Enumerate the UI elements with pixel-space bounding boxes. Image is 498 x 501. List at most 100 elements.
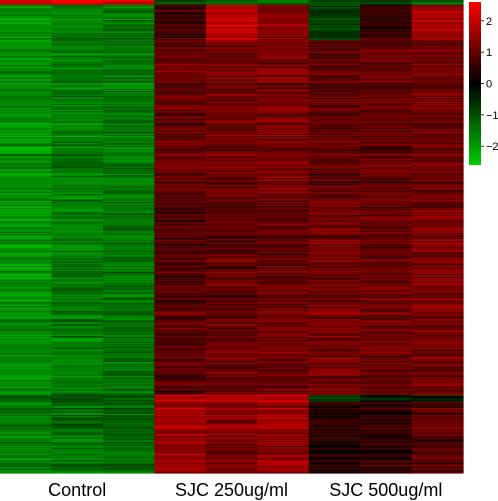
heatmap-cell [360,467,413,469]
heatmap-cell [154,224,207,227]
heatmap-cell [411,300,464,303]
heatmap-cell [0,5,53,8]
heatmap-cell [102,450,155,453]
heatmap-cell [154,195,207,197]
heatmap-cell [308,423,361,426]
heatmap-cell [102,334,155,337]
heatmap-cell [51,271,104,274]
heatmap-cell [205,371,258,374]
heatmap-cell [411,327,464,330]
heatmap-cell [411,319,464,322]
heatmap-cell [257,266,310,268]
heatmap-cell [360,176,413,178]
heatmap-cell [308,8,361,11]
heatmap-cell [0,205,53,208]
heatmap-cell [308,399,361,402]
heatmap-cell [0,34,53,37]
heatmap-cell [102,125,155,128]
heatmap-cell [257,410,310,413]
heatmap-cell [51,99,104,102]
heatmap-cell [257,95,310,98]
heatmap-cell [102,189,155,191]
heatmap-cell [205,456,258,459]
heatmap-cell [308,318,361,320]
heatmap-cell [257,281,310,284]
heatmap-cell [308,218,361,221]
heatmap-cell [411,109,464,112]
heatmap-cell [360,21,413,24]
heatmap-cell [102,26,155,28]
heatmap-cell [205,127,258,130]
heatmap-cell [308,289,361,292]
heatmap-cell [360,4,413,7]
heatmap-cell [257,428,310,430]
heatmap-cell [257,165,310,168]
heatmap-cell [308,267,361,270]
heatmap-cell [205,59,258,61]
heatmap-cell [51,379,104,382]
heatmap-cell [308,55,361,58]
heatmap-cell [154,312,207,314]
heatmap-cell [154,89,207,92]
heatmap-cell [0,15,53,18]
heatmap-cell [51,387,104,390]
heatmap-cell [154,138,207,141]
heatmap-cell [0,176,53,178]
heatmap-cell [205,324,258,326]
heatmap-cell [205,53,258,55]
heatmap-cell [257,203,310,206]
heatmap-cell [0,446,53,449]
heatmap-cell [257,436,310,439]
heatmap-cell [0,381,53,384]
heatmap-cell [102,117,155,119]
color-scale-bar [469,2,481,165]
heatmap-cell [308,380,361,383]
heatmap-cell [308,170,361,173]
heatmap-cell [411,22,464,25]
heatmap-cell [51,96,104,99]
heatmap-cell [102,348,155,351]
heatmap-cell [411,433,464,436]
heatmap-cell [308,43,361,46]
heatmap-cell [154,115,207,118]
heatmap-cell [102,216,155,219]
heatmap-cell [205,74,258,77]
heatmap-cell [205,465,258,468]
heatmap-cell [102,166,155,169]
heatmap-cell [360,274,413,277]
heatmap-cell [257,400,310,403]
heatmap-cell [308,222,361,225]
heatmap-cell [411,26,464,28]
heatmap-cell [360,273,413,275]
heatmap-cell [102,445,155,448]
heatmap-cell [0,36,53,39]
heatmap-cell [360,170,413,173]
heatmap-cell [411,470,464,473]
heatmap-cell [154,385,207,388]
heatmap-cell [154,294,207,297]
heatmap-cell [257,214,310,216]
heatmap-cell [411,350,464,352]
heatmap-cell [360,341,413,344]
heatmap-cell [411,269,464,272]
heatmap-cell [308,189,361,191]
heatmap-cell [154,458,207,461]
heatmap-cell [257,290,310,293]
heatmap-cell [411,49,464,52]
heatmap-cell [257,432,310,435]
heatmap-cell [154,320,207,323]
heatmap-cell [257,197,310,200]
heatmap-cell [257,307,310,310]
heatmap-cell [0,119,53,122]
heatmap-cell [411,21,464,24]
heatmap-cell [51,282,104,285]
heatmap-cell [308,70,361,73]
heatmap-cell [308,117,361,119]
heatmap-cell [154,68,207,71]
heatmap-cell [51,348,104,351]
heatmap-cell [51,392,104,395]
heatmap-cell [308,299,361,301]
heatmap-cell [102,415,155,417]
heatmap-cell [308,287,361,290]
heatmap-cell [51,263,104,266]
